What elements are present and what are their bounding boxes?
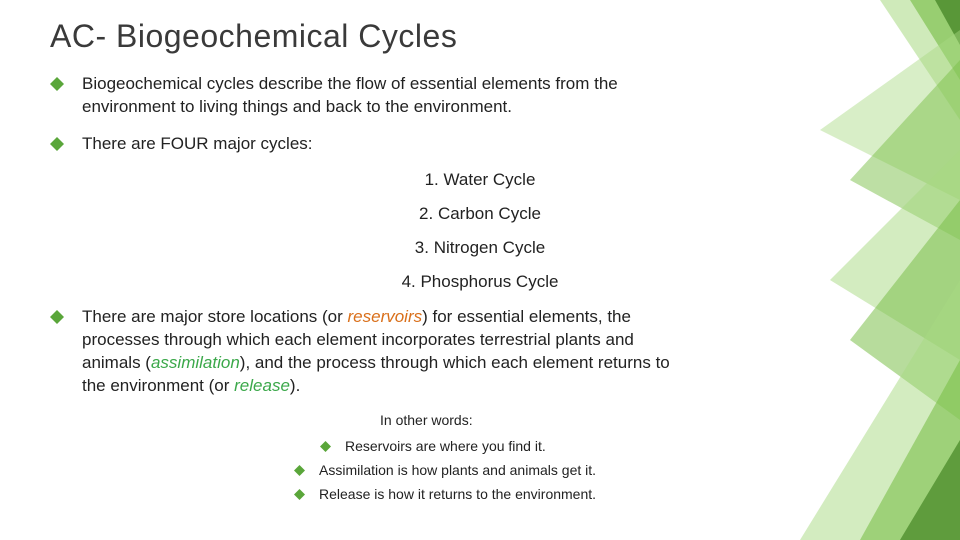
bullet-item: There are major store locations (or rese…: [50, 306, 910, 398]
bullet-item: There are FOUR major cycles:: [50, 133, 910, 156]
sub-bullet-item: Assimilation is how plants and animals g…: [294, 462, 910, 478]
cycle-item: 2. Carbon Cycle: [50, 204, 910, 224]
bullet-item: Biogeochemical cycles describe the flow …: [50, 73, 910, 119]
cycle-item: 3. Nitrogen Cycle: [50, 238, 910, 258]
cycle-item: 4. Phosphorus Cycle: [50, 272, 910, 292]
sub-bullet-item: Release is how it returns to the environ…: [294, 486, 910, 502]
cycle-list: 1. Water Cycle 2. Carbon Cycle 3. Nitrog…: [50, 170, 910, 292]
sub-intro: In other words:: [380, 412, 910, 428]
slide: AC- Biogeochemical Cycles Biogeochemical…: [0, 0, 960, 540]
bullet-text: There are major store locations (or rese…: [82, 306, 692, 398]
sub-text: Release is how it returns to the environ…: [319, 486, 596, 502]
sub-summary: In other words: Reservoirs are where you…: [320, 412, 910, 502]
diamond-bullet-icon: [294, 489, 305, 500]
sub-text: Assimilation is how plants and animals g…: [319, 462, 596, 478]
diamond-bullet-icon: [50, 77, 64, 91]
text-fragment: ).: [290, 376, 300, 395]
term-reservoirs: reservoirs: [348, 307, 423, 326]
slide-title: AC- Biogeochemical Cycles: [50, 18, 910, 55]
diamond-bullet-icon: [50, 310, 64, 324]
term-release: release: [234, 376, 290, 395]
diamond-bullet-icon: [294, 465, 305, 476]
sub-bullet-item: Reservoirs are where you find it.: [320, 438, 910, 454]
content-area: AC- Biogeochemical Cycles Biogeochemical…: [50, 18, 910, 502]
bullet-text: Biogeochemical cycles describe the flow …: [82, 73, 692, 119]
cycle-item: 1. Water Cycle: [50, 170, 910, 190]
sub-text: Reservoirs are where you find it.: [345, 438, 546, 454]
text-fragment: There are major store locations (or: [82, 307, 348, 326]
bullet-text: There are FOUR major cycles:: [82, 133, 313, 156]
diamond-bullet-icon: [50, 137, 64, 151]
term-assimilation: assimilation: [151, 353, 240, 372]
diamond-bullet-icon: [320, 441, 331, 452]
